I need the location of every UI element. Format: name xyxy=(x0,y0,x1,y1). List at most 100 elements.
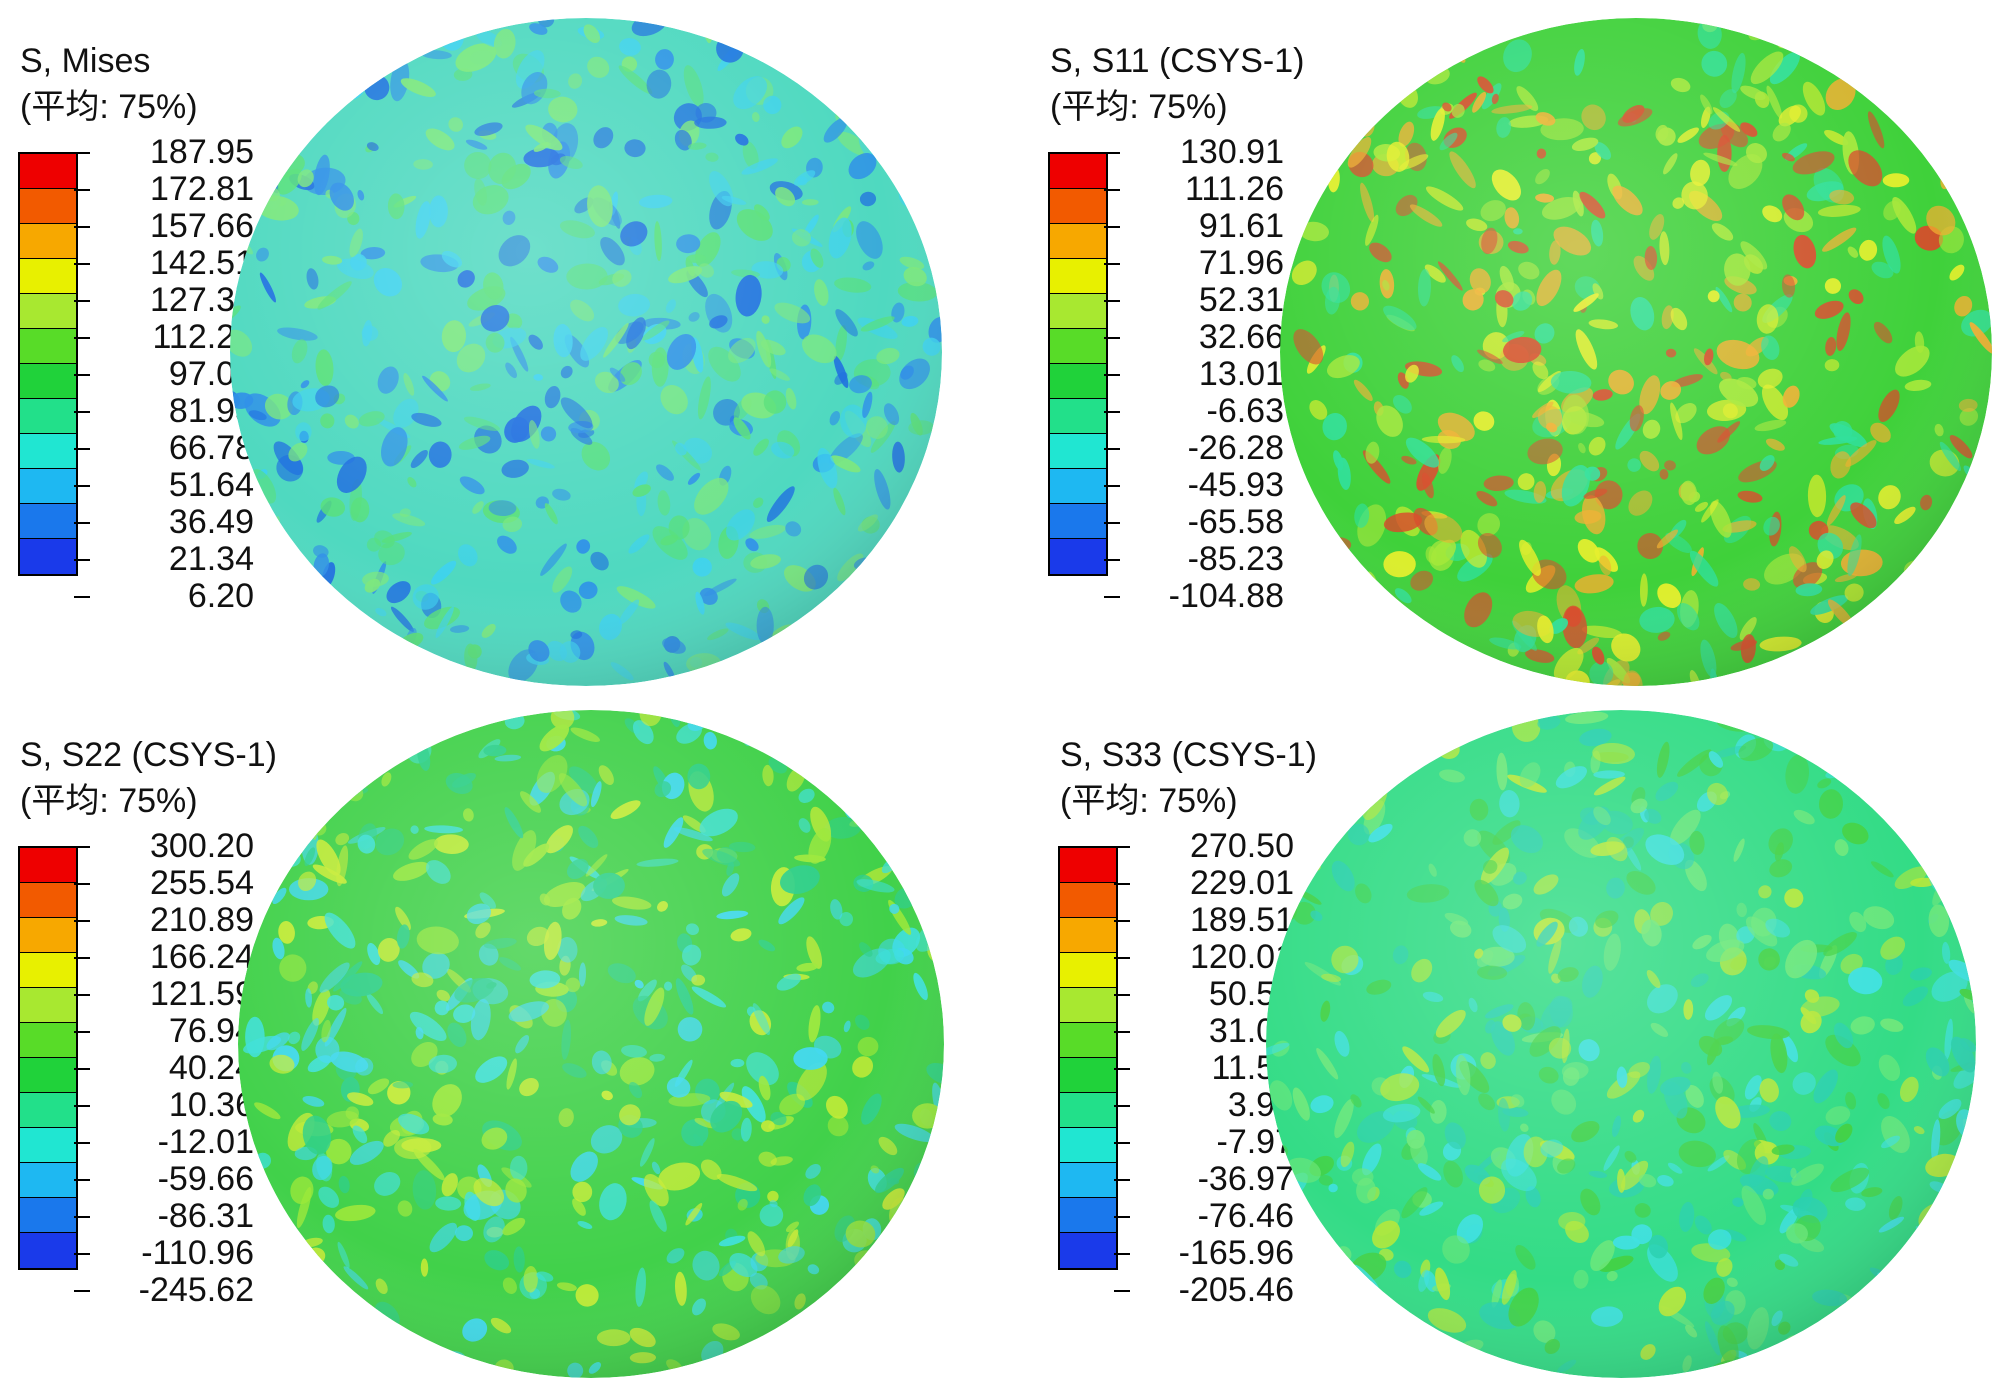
contour-patch xyxy=(400,710,433,736)
tick-mark xyxy=(74,374,90,376)
tick-mark xyxy=(74,411,90,413)
tick-mark xyxy=(1114,846,1130,848)
contour-sphere-s33 xyxy=(1266,710,1976,1378)
legend-subtitle-s33: (平均: 75%) xyxy=(1060,782,1238,820)
contour-patch xyxy=(1946,675,1986,686)
contour-patch xyxy=(869,767,903,785)
tick-mark xyxy=(1104,189,1120,191)
tick-row: 32.66 xyxy=(1104,315,1364,356)
panel-s11: S, S11 (CSYS-1) (平均: 75%) 130.91 111.26 91… xyxy=(1030,0,2000,694)
contour-patch xyxy=(1917,796,1945,826)
contour-patch xyxy=(1938,100,1948,109)
tick-row: 172.81 xyxy=(74,167,334,208)
color-bar-band xyxy=(1050,154,1106,189)
contour-patch xyxy=(892,528,925,566)
contour-patch xyxy=(1926,1292,1956,1321)
tick-row: -86.31 xyxy=(74,1194,334,1235)
color-bar-band xyxy=(1060,848,1116,883)
tick-mark xyxy=(1114,1216,1130,1218)
contour-patch xyxy=(1932,105,1953,143)
tick-row: 66.78 xyxy=(74,426,334,467)
tick-label: 210.89 xyxy=(150,901,254,939)
contour-patch xyxy=(329,758,336,768)
contour-patch xyxy=(868,79,884,95)
tick-mark xyxy=(74,1179,90,1181)
contour-patch xyxy=(1370,48,1382,55)
contour-patch xyxy=(1929,772,1952,810)
contour-patch xyxy=(922,1195,944,1223)
contour-patch xyxy=(1775,662,1805,685)
tick-row: -36.97 xyxy=(1114,1157,1374,1198)
contour-patch xyxy=(731,1352,753,1375)
contour-patch xyxy=(776,635,804,662)
tick-mark xyxy=(1114,1105,1130,1107)
tick-label: -12.01 xyxy=(157,1123,254,1161)
tick-mark xyxy=(1114,1068,1130,1070)
color-bar-band xyxy=(1050,294,1106,329)
contour-patch xyxy=(1425,25,1453,53)
contour-patch xyxy=(1353,655,1369,677)
contour-patch xyxy=(1931,73,1941,108)
color-bar-band xyxy=(1060,953,1116,988)
contour-patch xyxy=(1458,715,1467,724)
contour-patch xyxy=(1971,88,1979,107)
tick-mark xyxy=(74,522,90,524)
color-bar-band xyxy=(1060,1233,1116,1268)
contour-patch xyxy=(841,23,857,58)
contour-patch xyxy=(921,538,936,559)
contour-sphere-mises xyxy=(230,18,942,686)
contour-patch xyxy=(1744,710,1785,727)
contour-patch xyxy=(857,759,884,787)
contour-patch xyxy=(1886,799,1898,816)
contour-patch xyxy=(356,643,391,673)
tick-mark xyxy=(1104,226,1120,228)
tick-mark xyxy=(1104,263,1120,265)
contour-patch xyxy=(712,711,724,724)
contour-patch xyxy=(1942,575,1969,602)
contour-patch xyxy=(1881,30,1905,56)
tick-mark xyxy=(1104,448,1120,450)
contour-patch xyxy=(1953,48,1990,61)
contour-patch xyxy=(870,84,898,94)
tick-mark xyxy=(74,300,90,302)
contour-patch xyxy=(1944,1253,1969,1277)
color-bar-band xyxy=(1050,259,1106,294)
tick-mark xyxy=(74,152,90,154)
legend-subtitle-s11: (平均: 75%) xyxy=(1050,88,1228,126)
tick-label: 130.91 xyxy=(1180,133,1284,171)
contour-patch xyxy=(410,671,423,678)
contour-patch xyxy=(1917,100,1937,116)
contour-patch xyxy=(1287,658,1325,677)
contour-patch xyxy=(1898,626,1915,642)
contour-patch xyxy=(1977,619,1991,637)
contour-patch xyxy=(1951,86,1967,116)
contour-patch xyxy=(1883,1356,1911,1378)
contour-patch xyxy=(1959,1342,1976,1364)
contour-patch xyxy=(884,1330,909,1366)
contour-patch xyxy=(875,105,905,118)
contour-patch xyxy=(1899,53,1930,73)
tick-label: -86.31 xyxy=(157,1197,254,1235)
tick-mark xyxy=(74,596,90,598)
color-bar-band xyxy=(20,294,76,329)
contour-patch xyxy=(425,673,445,686)
contour-patch xyxy=(758,710,779,734)
contour-patch xyxy=(1901,671,1937,683)
contour-patch xyxy=(857,88,870,103)
contour-patch xyxy=(1936,875,1951,890)
color-bar-band xyxy=(1050,469,1106,504)
contour-patch xyxy=(1850,710,1884,736)
contour-patch xyxy=(861,566,879,585)
contour-patch xyxy=(829,69,857,87)
color-bar xyxy=(18,152,78,576)
contour-patch xyxy=(1947,37,1981,53)
tick-mark xyxy=(74,1105,90,1107)
contour-patch xyxy=(1884,637,1911,658)
tick-mark xyxy=(74,337,90,339)
contour-patch xyxy=(1927,743,1955,782)
legend-subtitle-s22: (平均: 75%) xyxy=(20,782,198,820)
tick-mark xyxy=(74,846,90,848)
color-bar-band xyxy=(1060,1058,1116,1093)
tick-mark xyxy=(74,263,90,265)
contour-patch xyxy=(1375,55,1395,84)
